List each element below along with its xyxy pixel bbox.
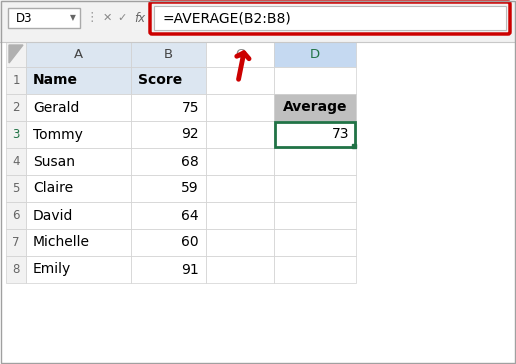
Text: 1: 1 — [12, 74, 20, 87]
Bar — [8, 8, 80, 28]
Bar — [206, 67, 274, 94]
Bar — [274, 202, 356, 229]
Bar — [131, 148, 206, 175]
Bar — [131, 202, 206, 229]
Bar — [6, 256, 26, 283]
Bar — [131, 67, 206, 94]
Bar — [6, 94, 26, 121]
Bar — [26, 121, 131, 148]
Bar — [6, 229, 26, 256]
Bar — [26, 229, 131, 256]
Bar — [6, 148, 26, 175]
Text: Susan: Susan — [33, 154, 75, 169]
Text: Michelle: Michelle — [33, 236, 90, 249]
Bar — [6, 42, 26, 67]
Bar — [274, 256, 356, 283]
Text: 75: 75 — [182, 100, 199, 115]
Bar — [206, 148, 274, 175]
Text: fx: fx — [135, 12, 146, 24]
Text: ✕: ✕ — [102, 13, 111, 23]
Bar — [26, 202, 131, 229]
Bar — [206, 229, 274, 256]
Bar — [26, 94, 131, 121]
Bar — [206, 94, 274, 121]
Bar — [274, 67, 356, 94]
Text: 73: 73 — [331, 127, 349, 142]
Bar — [274, 121, 356, 148]
Text: Gerald: Gerald — [33, 100, 79, 115]
Text: 3: 3 — [12, 128, 20, 141]
Text: Score: Score — [138, 74, 182, 87]
Bar — [26, 148, 131, 175]
Text: D: D — [310, 48, 320, 61]
Bar — [274, 229, 356, 256]
Text: 5: 5 — [12, 182, 20, 195]
Bar — [274, 175, 356, 202]
Text: Name: Name — [33, 74, 78, 87]
Bar — [131, 94, 206, 121]
Text: 2: 2 — [12, 101, 20, 114]
Text: =AVERAGE(B2:B8): =AVERAGE(B2:B8) — [162, 11, 291, 25]
Bar — [6, 175, 26, 202]
Text: D3: D3 — [16, 12, 33, 24]
Text: 59: 59 — [182, 182, 199, 195]
Bar — [206, 256, 274, 283]
Polygon shape — [9, 45, 23, 63]
Polygon shape — [352, 144, 356, 148]
Bar — [275, 122, 355, 147]
Text: 92: 92 — [182, 127, 199, 142]
Text: A: A — [74, 48, 83, 61]
Bar — [274, 148, 356, 175]
Bar — [0, 0, 516, 42]
Text: 60: 60 — [182, 236, 199, 249]
Text: 91: 91 — [181, 262, 199, 277]
Bar — [206, 42, 274, 67]
Text: ▼: ▼ — [70, 13, 76, 23]
Text: B: B — [164, 48, 173, 61]
Text: 7: 7 — [12, 236, 20, 249]
Bar — [131, 42, 206, 67]
Text: 8: 8 — [12, 263, 20, 276]
Bar — [26, 67, 131, 94]
Bar — [26, 42, 131, 67]
Bar — [131, 175, 206, 202]
Bar — [206, 202, 274, 229]
Text: 68: 68 — [181, 154, 199, 169]
Text: 64: 64 — [182, 209, 199, 222]
Text: 4: 4 — [12, 155, 20, 168]
Bar — [274, 94, 356, 121]
Text: Tommy: Tommy — [33, 127, 83, 142]
Bar — [131, 121, 206, 148]
Text: C: C — [235, 48, 245, 61]
Text: ⋮: ⋮ — [86, 12, 98, 24]
Text: David: David — [33, 209, 73, 222]
Bar — [206, 175, 274, 202]
Bar — [131, 229, 206, 256]
Text: 6: 6 — [12, 209, 20, 222]
Bar — [131, 256, 206, 283]
Text: Average: Average — [283, 100, 347, 115]
Bar — [206, 121, 274, 148]
Text: Claire: Claire — [33, 182, 73, 195]
Bar — [154, 6, 506, 30]
Bar — [6, 121, 26, 148]
Bar — [26, 256, 131, 283]
Bar — [0, 42, 516, 364]
Bar — [26, 175, 131, 202]
Text: ✓: ✓ — [117, 13, 127, 23]
Text: Emily: Emily — [33, 262, 71, 277]
Bar — [6, 202, 26, 229]
Bar — [6, 67, 26, 94]
Bar — [274, 42, 356, 67]
